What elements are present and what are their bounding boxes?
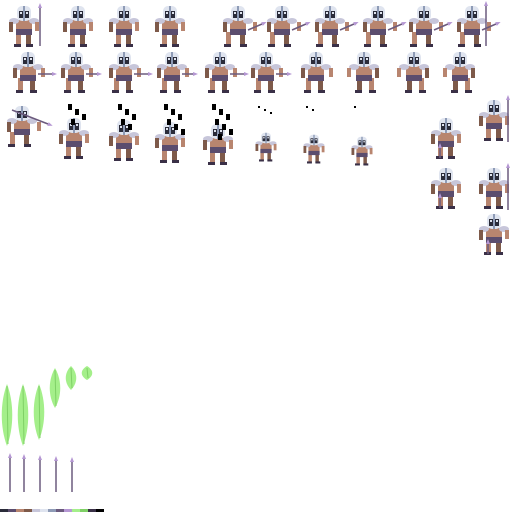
slash-effect-frame xyxy=(16,384,30,446)
slash-effect-frame xyxy=(0,384,14,446)
walk-frame xyxy=(246,48,294,96)
death-frame xyxy=(54,102,102,168)
palette-swatch xyxy=(0,509,8,512)
walk-frame xyxy=(200,48,249,96)
slash-effect-frame xyxy=(64,366,78,390)
attack-frame xyxy=(310,2,359,50)
spear-frame xyxy=(66,450,78,494)
palette-swatch xyxy=(32,509,40,512)
walk-frame xyxy=(152,48,200,96)
side-idle-frame xyxy=(474,163,510,212)
attack-frame xyxy=(358,2,407,50)
walk-frame xyxy=(344,48,392,96)
side-idle-frame xyxy=(474,95,510,144)
death-frame xyxy=(104,102,152,168)
palette-swatch xyxy=(80,509,88,512)
idle-frame xyxy=(104,2,152,50)
death-frame xyxy=(150,102,198,168)
palette-swatch xyxy=(64,509,72,512)
palette-swatch xyxy=(88,509,96,512)
palette-swatch xyxy=(48,509,56,512)
palette-swatch xyxy=(96,509,104,512)
attack-frame xyxy=(262,2,311,50)
idle-frame xyxy=(58,2,106,50)
attack-frame xyxy=(452,1,501,50)
side-idle-frame xyxy=(474,210,510,258)
palette-swatch xyxy=(40,509,48,512)
attack-frame xyxy=(404,2,453,50)
palette-swatch xyxy=(8,509,16,512)
spear-frame xyxy=(50,450,62,494)
slash-effect-frame xyxy=(48,368,62,408)
slash-effect-frame xyxy=(32,384,46,440)
side-idle-frame xyxy=(426,114,462,162)
spear-frame xyxy=(34,450,46,494)
palette-swatch xyxy=(56,509,64,512)
walk-frame xyxy=(440,48,488,96)
palette-strip xyxy=(0,509,104,512)
palette-swatch xyxy=(16,509,24,512)
walk-frame xyxy=(104,48,153,96)
palette-swatch xyxy=(72,509,80,512)
side-idle-frame xyxy=(426,164,462,212)
spear-frame xyxy=(4,450,16,494)
death-frame xyxy=(2,102,53,168)
death-frame xyxy=(344,102,392,168)
walk-frame xyxy=(8,48,57,96)
idle-frame xyxy=(4,2,52,50)
death-frame xyxy=(198,102,246,168)
attack-frame xyxy=(218,2,267,50)
walk-frame xyxy=(56,48,104,96)
walk-frame xyxy=(296,48,344,96)
palette-swatch xyxy=(24,509,32,512)
death-frame xyxy=(296,102,344,168)
spear-frame xyxy=(18,450,30,494)
slash-effect-frame xyxy=(80,366,94,380)
death-frame xyxy=(248,102,296,168)
walk-frame xyxy=(394,48,442,96)
idle-frame xyxy=(150,2,198,50)
